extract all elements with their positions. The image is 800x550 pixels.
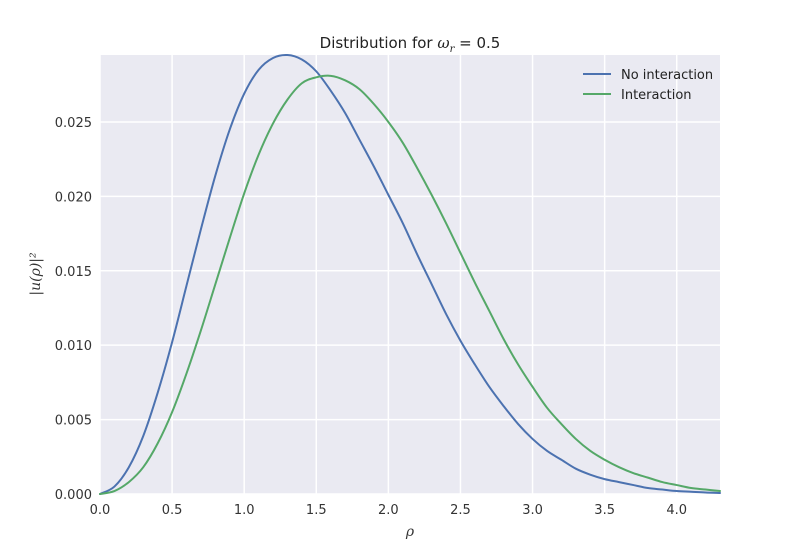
x-tick-label: 0.5: [162, 503, 183, 518]
chart-title-suffix: = 0.5: [454, 34, 500, 52]
x-tick-label: 0.0: [90, 503, 111, 518]
legend-label-interaction: Interaction: [621, 88, 692, 103]
y-tick-label: 0.000: [55, 488, 92, 503]
x-tick-labels: 0.0 0.5 1.0 1.5 2.0 2.5 3.0 3.5 4.0: [90, 503, 687, 518]
y-axis-label: |u(ρ)|²: [28, 252, 44, 296]
series-line-no-interaction: [99, 53, 721, 495]
y-tick-label: 0.025: [55, 116, 92, 131]
plot-background: [100, 55, 720, 494]
x-tick-label: 1.0: [234, 503, 255, 518]
y-tick-label: 0.005: [55, 414, 92, 429]
x-axis-label: ρ: [405, 524, 415, 540]
chart-title-subscript: r: [450, 44, 456, 55]
grid-lines: [99, 55, 720, 495]
chart-title-prefix: Distribution for: [320, 34, 438, 52]
y-tick-label: 0.015: [55, 265, 92, 280]
chart-title-symbol: ω: [437, 34, 449, 52]
x-tick-label: 2.0: [378, 503, 399, 518]
series-line-interaction: [99, 74, 721, 495]
x-tick-label: 2.5: [450, 503, 471, 518]
series-lines: [99, 53, 721, 495]
legend: No interaction Interaction: [583, 68, 713, 103]
x-tick-label: 3.0: [522, 503, 543, 518]
y-tick-labels: 0.000 0.005 0.010 0.015 0.020 0.025: [55, 116, 92, 503]
y-tick-label: 0.020: [55, 190, 92, 205]
y-tick-label: 0.010: [55, 339, 92, 354]
x-tick-label: 3.5: [594, 503, 615, 518]
x-tick-label: 4.0: [666, 503, 687, 518]
legend-label-no-interaction: No interaction: [621, 68, 713, 83]
x-tick-label: 1.5: [306, 503, 327, 518]
chart-title: Distribution for ωr = 0.5: [320, 34, 501, 55]
